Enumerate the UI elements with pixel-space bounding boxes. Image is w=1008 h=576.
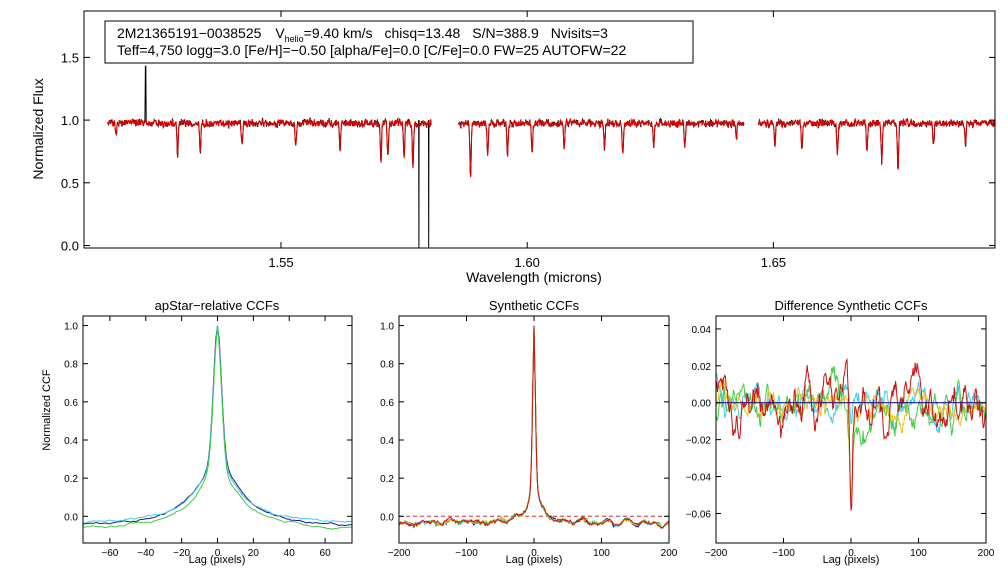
info-chisq: chisq=13.48 bbox=[384, 25, 460, 41]
apstar-ytick-label: 1.0 bbox=[64, 322, 78, 333]
spectrum-model-line bbox=[107, 117, 432, 168]
difference-ytick-label: −0.02 bbox=[686, 436, 712, 447]
spectrum-xtick-label: 1.60 bbox=[515, 255, 540, 270]
apstar-xtick-label: −60 bbox=[101, 548, 118, 559]
spectrum-ylabel: Normalized Flux bbox=[30, 78, 46, 179]
apstar-ccf-ticks: −60 −40 −20 0 20 40 60 0.0 0.2 0.4 0.6 0.8 1.0 bbox=[64, 316, 352, 559]
spectrum-info-line1: 2M21365191−0038525 Vhelio=9.40 km/s chis… bbox=[117, 25, 608, 44]
difference-ccf-panel: −200 −100 0 100 200 −0.06 −0.04 −0.02 0.00 0.02 0.… bbox=[686, 298, 995, 566]
apstar-ccf-visit-3-line bbox=[83, 325, 352, 530]
synthetic-ccf-visit-2-line bbox=[399, 325, 669, 529]
spectrum-frame bbox=[83, 10, 996, 249]
spectrum-xlabel: Wavelength (microns) bbox=[466, 269, 602, 285]
difference-xtick-label: 0 bbox=[848, 548, 854, 559]
apstar-ccf-ylabel: Normalized CCF bbox=[41, 369, 53, 451]
synthetic-ccf-visit-1-line bbox=[399, 325, 669, 530]
synthetic-xtick-label: 200 bbox=[661, 548, 678, 559]
difference-ccf-plot-area bbox=[716, 357, 986, 511]
info-vhelio-value: =9.40 km/s bbox=[304, 25, 373, 41]
difference-xtick-label: 100 bbox=[910, 548, 927, 559]
difference-ytick-label: 0.04 bbox=[692, 325, 712, 336]
synthetic-xtick-label: −200 bbox=[388, 548, 411, 559]
spectrum-info-line2: Teff=4,750 logg=3.0 [Fe/H]=−0.50 [alpha/… bbox=[117, 42, 626, 58]
apstar-xtick-label: 20 bbox=[248, 548, 260, 559]
spectrum-observed-line bbox=[457, 117, 745, 177]
spectrum-model-line bbox=[758, 117, 995, 170]
difference-ytick-label: −0.04 bbox=[686, 473, 712, 484]
spectrum-plot-area bbox=[107, 65, 995, 248]
synthetic-xtick-label: 0 bbox=[531, 548, 537, 559]
difference-ytick-label: 0.00 bbox=[692, 399, 712, 410]
difference-ccf-title: Difference Synthetic CCFs bbox=[775, 298, 928, 313]
apstar-xtick-label: −40 bbox=[137, 548, 154, 559]
synthetic-ccf-combined-line bbox=[399, 325, 669, 529]
spectrum-ticks: 1.55 1.60 1.65 0.0 0.5 1.0 1.5 bbox=[61, 11, 995, 270]
synthetic-ccf-title: Synthetic CCFs bbox=[489, 298, 580, 313]
difference-xtick-label: −100 bbox=[772, 548, 795, 559]
apstar-ccf-frame bbox=[82, 315, 353, 544]
info-vhelio-sub: helio bbox=[285, 34, 304, 44]
synthetic-ccf-panel: −200 −100 0 100 200 0.0 0.2 0.4 0.6 0.8 1.0 Synthe… bbox=[380, 298, 678, 566]
difference-ytick-label: 0.02 bbox=[692, 362, 712, 373]
info-sn: S/N=388.9 bbox=[472, 25, 539, 41]
spectrum-panel: 1.55 1.60 1.65 0.0 0.5 1.0 1.5 Wavelength (mic… bbox=[30, 10, 996, 285]
apstar-ccf-xlabel: Lag (pixels) bbox=[189, 554, 246, 566]
apstar-ccf-panel: −60 −40 −20 0 20 40 60 0.0 0.2 0.4 0.6 0.8 1.0 apSta… bbox=[41, 298, 353, 566]
spectrum-xtick-label: 1.65 bbox=[761, 255, 786, 270]
synthetic-ytick-label: 1.0 bbox=[380, 322, 394, 333]
spectrum-model-line bbox=[457, 117, 745, 178]
difference-ytick-label: −0.06 bbox=[686, 509, 712, 520]
info-star: 2M21365191−0038525 bbox=[117, 25, 262, 41]
synthetic-xtick-label: 100 bbox=[593, 548, 610, 559]
apstar-ccf-visit-1-line bbox=[83, 325, 352, 527]
synthetic-ccf-ticks: −200 −100 0 100 200 0.0 0.2 0.4 0.6 0.8 1.0 bbox=[380, 316, 678, 559]
info-vhelio-symbol: V bbox=[275, 25, 285, 41]
spectrum-xtick-label: 1.55 bbox=[268, 255, 293, 270]
apstar-ytick-label: 0.8 bbox=[64, 360, 78, 371]
spectrum-ytick-label: 1.0 bbox=[61, 113, 79, 128]
difference-xtick-label: 200 bbox=[978, 548, 995, 559]
synthetic-ytick-label: 0.0 bbox=[380, 512, 394, 523]
synthetic-ytick-label: 0.6 bbox=[380, 398, 394, 409]
spectrum-info-box: 2M21365191−0038525 Vhelio=9.40 km/s chis… bbox=[104, 20, 694, 64]
apstar-ccf-visit-2-line bbox=[83, 325, 352, 524]
apstar-ytick-label: 0.2 bbox=[64, 474, 78, 485]
apstar-xtick-label: 0 bbox=[215, 548, 221, 559]
synthetic-ytick-label: 0.4 bbox=[380, 436, 394, 447]
spectrum-ytick-label: 1.5 bbox=[61, 50, 79, 65]
difference-ccf-xlabel: Lag (pixels) bbox=[823, 554, 880, 566]
spectrum-ytick-label: 0.5 bbox=[61, 176, 79, 191]
apstar-xtick-label: −20 bbox=[173, 548, 190, 559]
apstar-ccf-title: apStar−relative CCFs bbox=[155, 298, 280, 313]
apstar-xtick-label: 60 bbox=[320, 548, 332, 559]
synthetic-ccf-visit-3-line bbox=[399, 325, 669, 529]
apstar-xtick-label: 40 bbox=[284, 548, 296, 559]
spectrum-ytick-label: 0.0 bbox=[61, 238, 79, 253]
difference-ccf-visit-4-line bbox=[716, 357, 986, 511]
apstar-ytick-label: 0.4 bbox=[64, 436, 78, 447]
spectrum-observed-line bbox=[107, 65, 432, 248]
synthetic-xtick-label: −100 bbox=[455, 548, 478, 559]
difference-ccf-ticks: −200 −100 0 100 200 −0.06 −0.04 −0.02 0.00 0.02 0.… bbox=[686, 316, 995, 559]
synthetic-ytick-label: 0.8 bbox=[380, 360, 394, 371]
synthetic-ccf-visit-4-line bbox=[399, 325, 669, 529]
apstar-ytick-label: 0.0 bbox=[64, 512, 78, 523]
apstar-ytick-label: 0.6 bbox=[64, 398, 78, 409]
info-nvisits: Nvisits=3 bbox=[551, 25, 608, 41]
synthetic-ccf-plot-area bbox=[399, 325, 669, 530]
difference-xtick-label: −200 bbox=[705, 548, 728, 559]
synthetic-ytick-label: 0.2 bbox=[380, 474, 394, 485]
synthetic-ccf-xlabel: Lag (pixels) bbox=[506, 554, 563, 566]
apstar-ccf-plot-area bbox=[83, 325, 352, 530]
